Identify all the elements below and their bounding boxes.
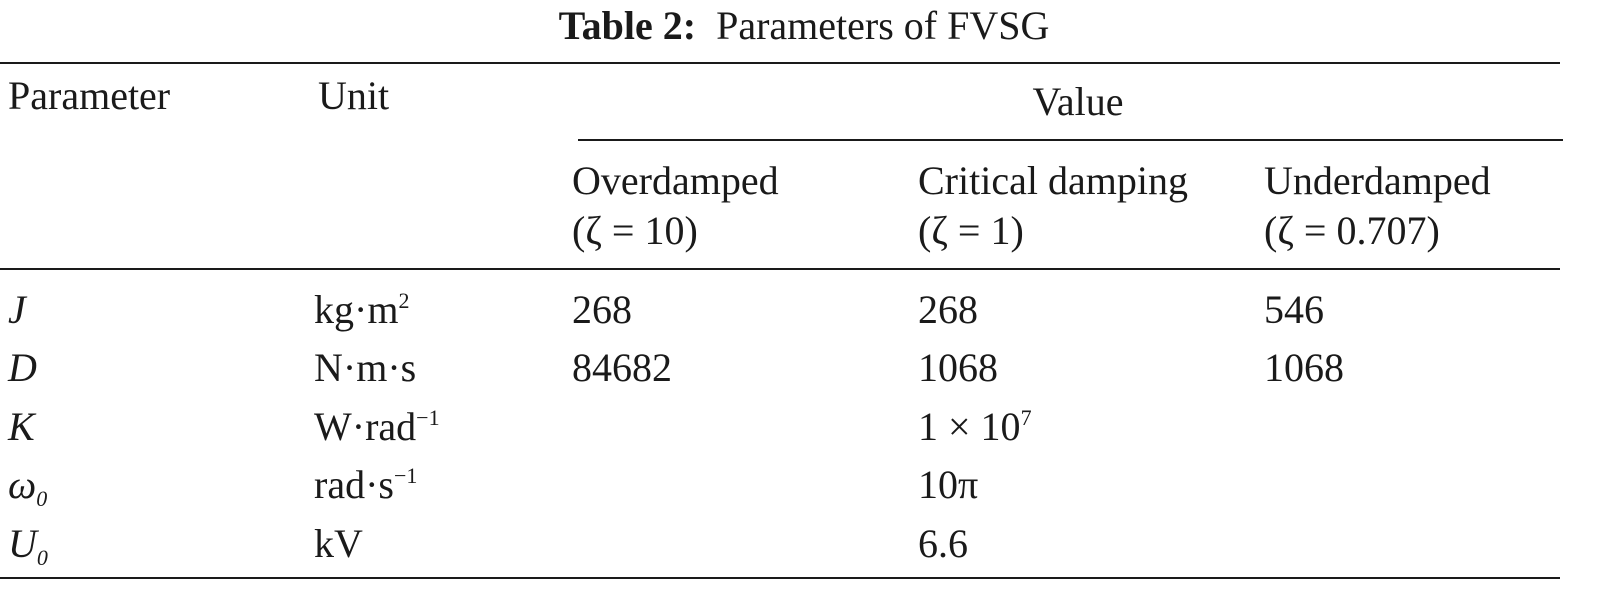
row-u0-symbol: U0: [8, 521, 48, 570]
row-j-overdamped: 268: [572, 287, 632, 332]
bottom-rule: [0, 577, 1560, 579]
header-overdamped-condition: (ζ = 10): [572, 208, 698, 253]
row-k-unit: W·rad−1: [314, 404, 440, 449]
row-d-underdamped: 1068: [1264, 345, 1344, 390]
header-underdamped-condition: (ζ = 0.707): [1264, 208, 1440, 253]
header-underdamped-name: Underdamped: [1264, 158, 1491, 203]
header-unit: Unit: [318, 73, 390, 118]
row-u0-unit: kV: [314, 521, 363, 566]
row-d-overdamped: 84682: [572, 345, 672, 390]
header-critical-name: Critical damping: [918, 158, 1188, 203]
row-j-critical: 268: [918, 287, 978, 332]
header-critical-condition: (ζ = 1): [918, 208, 1024, 253]
row-omega0-symbol: ω0: [8, 462, 48, 511]
caption-label: Table 2:: [558, 3, 697, 48]
row-omega0-unit: rad·s−1: [314, 462, 418, 507]
row-u0-critical: 6.6: [918, 521, 968, 566]
row-d-critical: 1068: [918, 345, 998, 390]
row-j-unit: kg·m2: [314, 287, 410, 332]
header-parameter: Parameter: [8, 73, 171, 118]
header-bottom-rule: [0, 268, 1560, 270]
row-d-unit: N·m·s: [314, 345, 417, 390]
caption-text: Parameters of FVSG: [716, 3, 1050, 48]
row-k-symbol: K: [8, 404, 35, 449]
row-omega0-critical: 10π: [918, 462, 979, 507]
row-k-critical: 1 × 107: [918, 404, 1032, 449]
header-value: Value: [1032, 79, 1124, 124]
header-overdamped-name: Overdamped: [572, 158, 779, 203]
top-rule: [0, 62, 1560, 64]
table-caption: Table 2: Parameters of FVSG: [0, 2, 1608, 50]
row-d-symbol: D: [8, 345, 37, 390]
row-j-symbol: J: [8, 287, 26, 332]
row-j-underdamped: 546: [1264, 287, 1324, 332]
value-group-rule: [578, 139, 1563, 141]
